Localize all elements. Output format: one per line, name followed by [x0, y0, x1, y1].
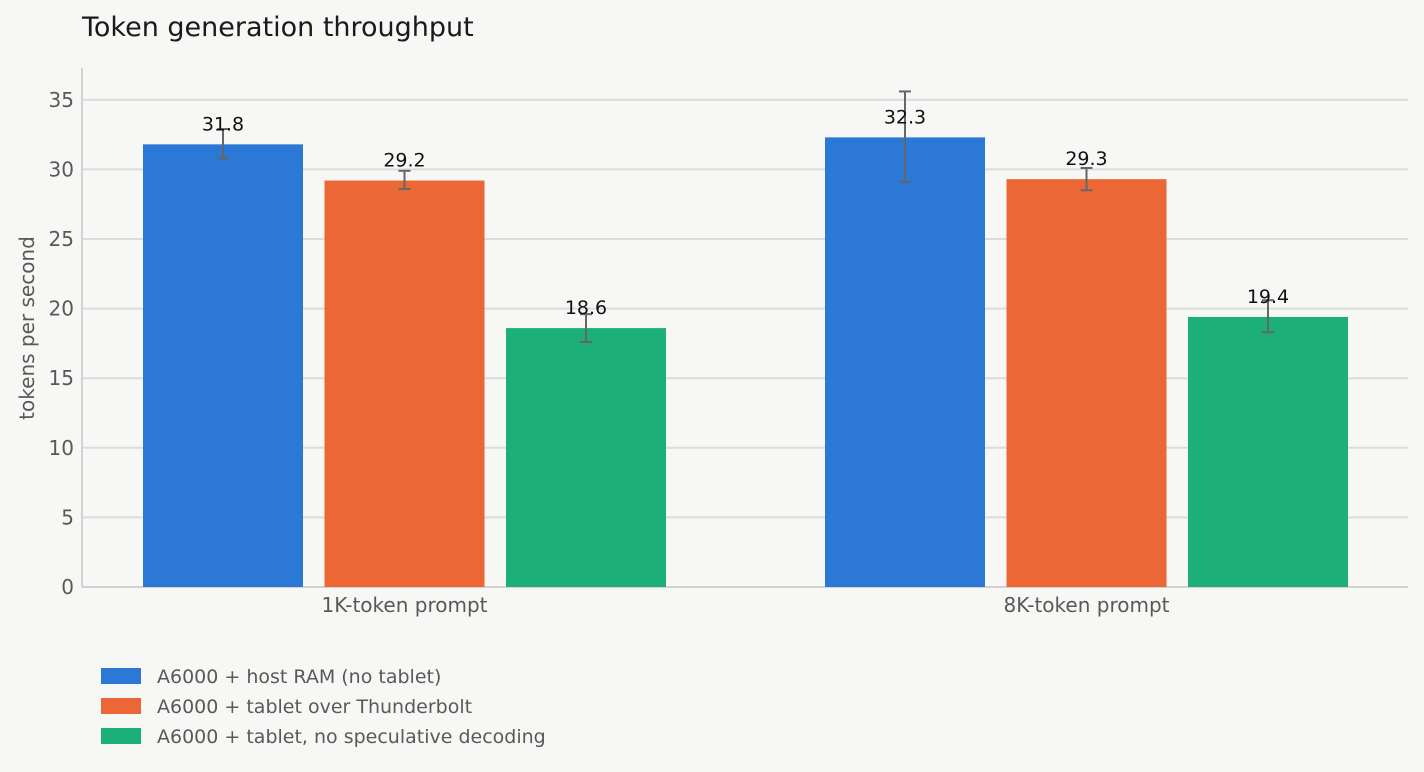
- error-bars: [217, 90, 1274, 344]
- bar: [143, 144, 303, 587]
- y-tick-label: 0: [61, 575, 74, 599]
- data-label: 32.3: [884, 106, 926, 128]
- x-category-label: 1K-token prompt: [322, 593, 488, 617]
- x-category-label: 8K-token prompt: [1004, 593, 1170, 617]
- legend-item: A6000 + tablet, no speculative decoding: [101, 726, 546, 748]
- chart-title: Token generation throughput: [81, 12, 474, 43]
- legend-label: A6000 + host RAM (no tablet): [157, 666, 441, 688]
- bar: [506, 328, 666, 587]
- legend: A6000 + host RAM (no tablet) A6000 + tabl…: [101, 666, 546, 748]
- y-tick-label: 30: [49, 157, 74, 181]
- y-tick-label: 5: [61, 505, 74, 529]
- tick-labels: 0 5 10 15 20 25 30 35 1K-token prompt 8K-token pr…: [49, 88, 1170, 617]
- error-bar: [1080, 167, 1093, 192]
- data-labels: 31.8 29.2 18.6 32.3 29.3 19.4: [202, 106, 1289, 319]
- legend-label: A6000 + tablet over Thunderbolt: [157, 696, 472, 718]
- legend-swatch: [101, 668, 141, 684]
- legend-swatch: [101, 698, 141, 714]
- legend-item: A6000 + host RAM (no tablet): [101, 666, 441, 688]
- y-tick-label: 10: [49, 436, 74, 460]
- error-bar: [217, 128, 229, 160]
- y-tick-label: 15: [49, 366, 74, 390]
- y-tick-label: 20: [49, 297, 74, 321]
- bar: [1188, 316, 1348, 587]
- y-tick-label: 25: [49, 227, 74, 251]
- error-bar: [398, 169, 411, 190]
- legend-swatch: [101, 728, 141, 744]
- legend-item: A6000 + tablet over Thunderbolt: [101, 696, 472, 718]
- data-label: 29.2: [383, 150, 425, 172]
- bar: [324, 180, 485, 587]
- y-axis-label: tokens per second: [15, 236, 39, 420]
- bar: [1006, 179, 1167, 588]
- error-bar: [580, 313, 592, 344]
- data-label: 19.4: [1247, 286, 1289, 308]
- data-label: 29.3: [1065, 148, 1107, 170]
- bar: [825, 137, 985, 587]
- error-bar: [1262, 299, 1274, 334]
- y-tick-label: 35: [49, 88, 74, 112]
- legend-label: A6000 + tablet, no speculative decoding: [157, 726, 546, 748]
- bars: [143, 137, 1348, 588]
- data-label: 31.8: [202, 113, 244, 135]
- data-label: 18.6: [565, 297, 607, 319]
- error-bar: [899, 90, 911, 183]
